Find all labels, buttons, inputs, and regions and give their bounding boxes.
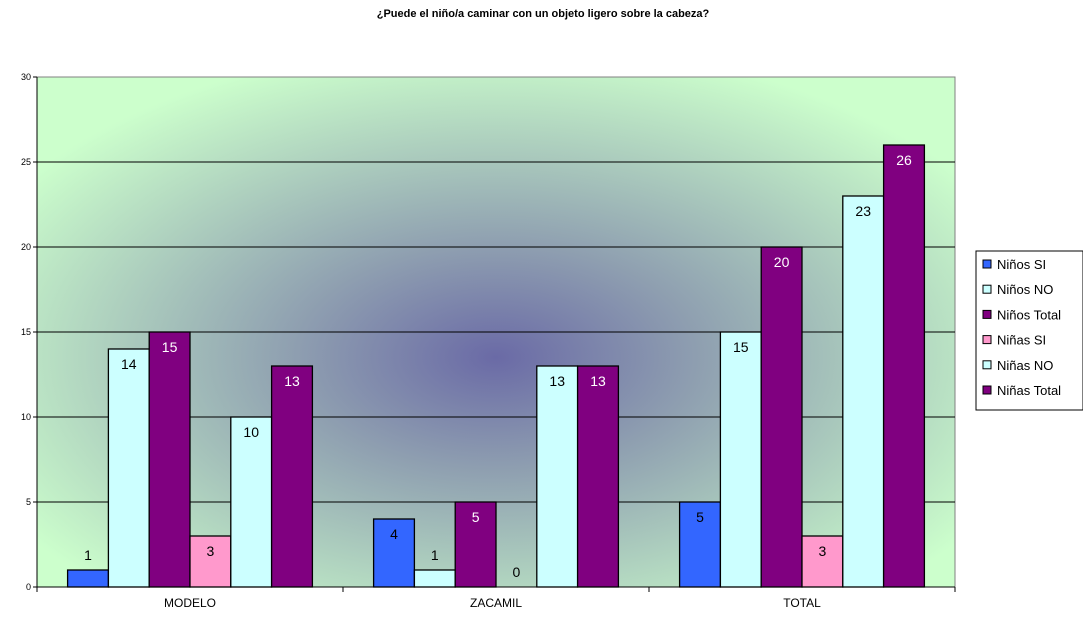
data-label: 3 [819,543,827,559]
x-tick-label: TOTAL [783,596,821,610]
data-label: 13 [590,373,606,389]
bar [536,365,579,588]
data-label: 14 [121,356,137,372]
bar [842,195,885,588]
bar [678,501,722,588]
data-label: 23 [855,203,871,219]
bar [372,518,416,588]
data-label: 0 [513,564,521,580]
y-tick-label: 15 [21,327,31,337]
bar [719,331,762,588]
bar [270,365,314,588]
legend-label: Niños Total [997,307,1061,322]
data-label: 15 [733,339,749,355]
bar [882,144,926,588]
data-label: 1 [431,547,439,563]
data-label: 1 [84,547,92,563]
bar [230,416,273,588]
data-label: 4 [390,526,398,542]
data-label: 15 [162,339,178,355]
legend: Niños SI Niños NO Niños Total Niñas SI Niñas… [975,250,1083,411]
data-label: 5 [472,509,480,525]
data-label: 26 [896,152,912,168]
bar [576,365,620,588]
x-tick-label: ZACAMIL [470,596,522,610]
bar [66,569,110,588]
legend-label: Niñas Total [997,383,1061,398]
bar [760,246,803,588]
bar [801,535,844,588]
y-tick-label: 0 [26,582,31,592]
data-label: 13 [549,373,565,389]
y-tick-label: 10 [21,412,31,422]
y-tick-label: 30 [21,72,31,82]
chart-title: ¿Puede el niño/a caminar con un objeto l… [377,8,710,20]
legend-label: Niños NO [997,282,1053,297]
legend-swatch [982,385,992,395]
bars [66,144,926,588]
legend-swatch [982,259,992,269]
y-axis: 0 5 10 15 20 25 30 [21,72,38,592]
legend-swatch [982,309,992,319]
bar [454,501,497,588]
bar [107,348,150,588]
legend-swatch [982,284,992,294]
data-label: 10 [243,424,259,440]
data-label: 5 [696,509,704,525]
bar [413,569,456,588]
bar [148,331,191,588]
y-tick-label: 5 [26,497,31,507]
legend-label: Niños SI [997,257,1046,272]
legend-label: Niñas NO [997,358,1053,373]
legend-swatch [982,360,992,370]
legend-swatch [982,335,992,345]
legend-label: Niñas SI [997,333,1046,348]
y-tick-label: 20 [21,242,31,252]
x-tick-label: MODELO [164,596,216,610]
legend-box [975,250,1083,411]
data-label: 3 [207,543,215,559]
data-label: 13 [284,373,300,389]
y-tick-label: 25 [21,157,31,167]
x-axis: MODELO ZACAMIL TOTAL [36,586,956,610]
data-label: 20 [774,254,790,270]
